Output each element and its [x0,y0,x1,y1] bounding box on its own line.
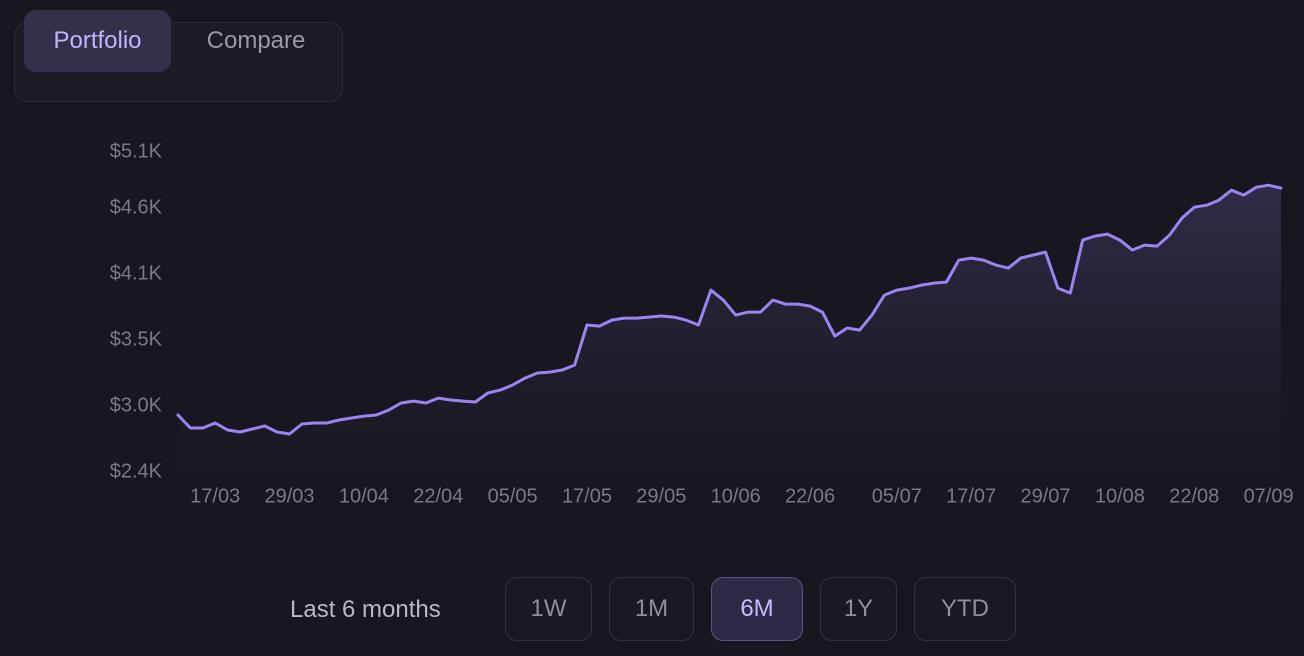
y-tick-label: $3.0K [110,394,163,416]
range-button[interactable]: 1M [609,577,694,641]
x-tick-label: 07/09 [1244,485,1294,507]
x-tick-label: 05/05 [488,485,538,507]
x-tick-label: 22/04 [413,485,463,507]
x-tick-label: 17/03 [190,485,240,507]
x-tick-label: 29/05 [636,485,686,507]
range-label: Last 6 months [290,596,441,623]
y-tick-label: $4.6K [110,196,163,218]
x-tick-label: 29/07 [1020,485,1070,507]
x-tick-label: 10/06 [711,485,761,507]
x-tick-label: 10/04 [339,485,389,507]
y-tick-label: $3.5K [110,328,163,350]
x-tick-label: 05/07 [872,485,922,507]
y-tick-label: $4.1K [110,262,163,284]
area [178,185,1281,472]
x-tick-label: 17/07 [946,485,996,507]
range-button[interactable]: YTD [914,577,1016,641]
x-tick-label: 29/03 [265,485,315,507]
tab[interactable]: Compare [206,27,306,54]
line [176,183,1283,436]
range-button[interactable]: 6M [711,577,803,641]
range-button[interactable]: 1Y [820,577,897,641]
y-tick-label: $5.1K [110,140,163,162]
x-tick-label: 22/08 [1169,485,1219,507]
x-tick-label: 10/08 [1095,485,1145,507]
tab[interactable]: Portfolio [24,10,171,72]
range-button[interactable]: 1W [505,577,592,641]
x-tick-label: 17/05 [562,485,612,507]
y-tick-label: $2.4K [110,460,163,482]
x-tick-label: 22/06 [785,485,835,507]
